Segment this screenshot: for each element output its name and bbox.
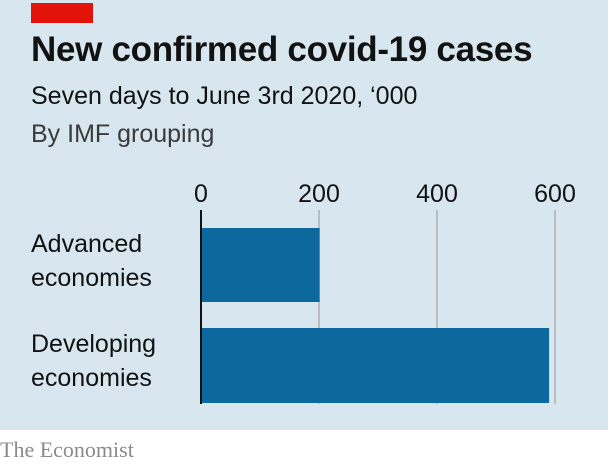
category-label-developing: Developing economies xyxy=(31,327,156,395)
chart-title: New confirmed covid-19 cases xyxy=(31,30,533,69)
x-tick-label: 400 xyxy=(416,180,458,208)
chart-subtitle: Seven days to June 3rd 2020, ‘000 xyxy=(31,82,418,110)
category-label-line: economies xyxy=(31,364,152,392)
bar-chart: 0 200 400 600 xyxy=(194,180,576,404)
bar-advanced xyxy=(201,228,320,302)
category-label-advanced: Advanced economies xyxy=(31,227,152,295)
x-tick-label: 0 xyxy=(194,180,208,208)
bar-developing xyxy=(201,328,550,403)
category-label-line: Developing xyxy=(31,330,157,358)
grouping-note: By IMF grouping xyxy=(31,120,215,148)
category-label-line: Advanced xyxy=(31,230,143,258)
source-credit: The Economist xyxy=(0,437,134,462)
economist-red-tag xyxy=(31,3,93,23)
x-tick-label: 600 xyxy=(534,180,576,208)
category-label-line: economies xyxy=(31,264,152,292)
x-tick-label: 200 xyxy=(298,180,340,208)
